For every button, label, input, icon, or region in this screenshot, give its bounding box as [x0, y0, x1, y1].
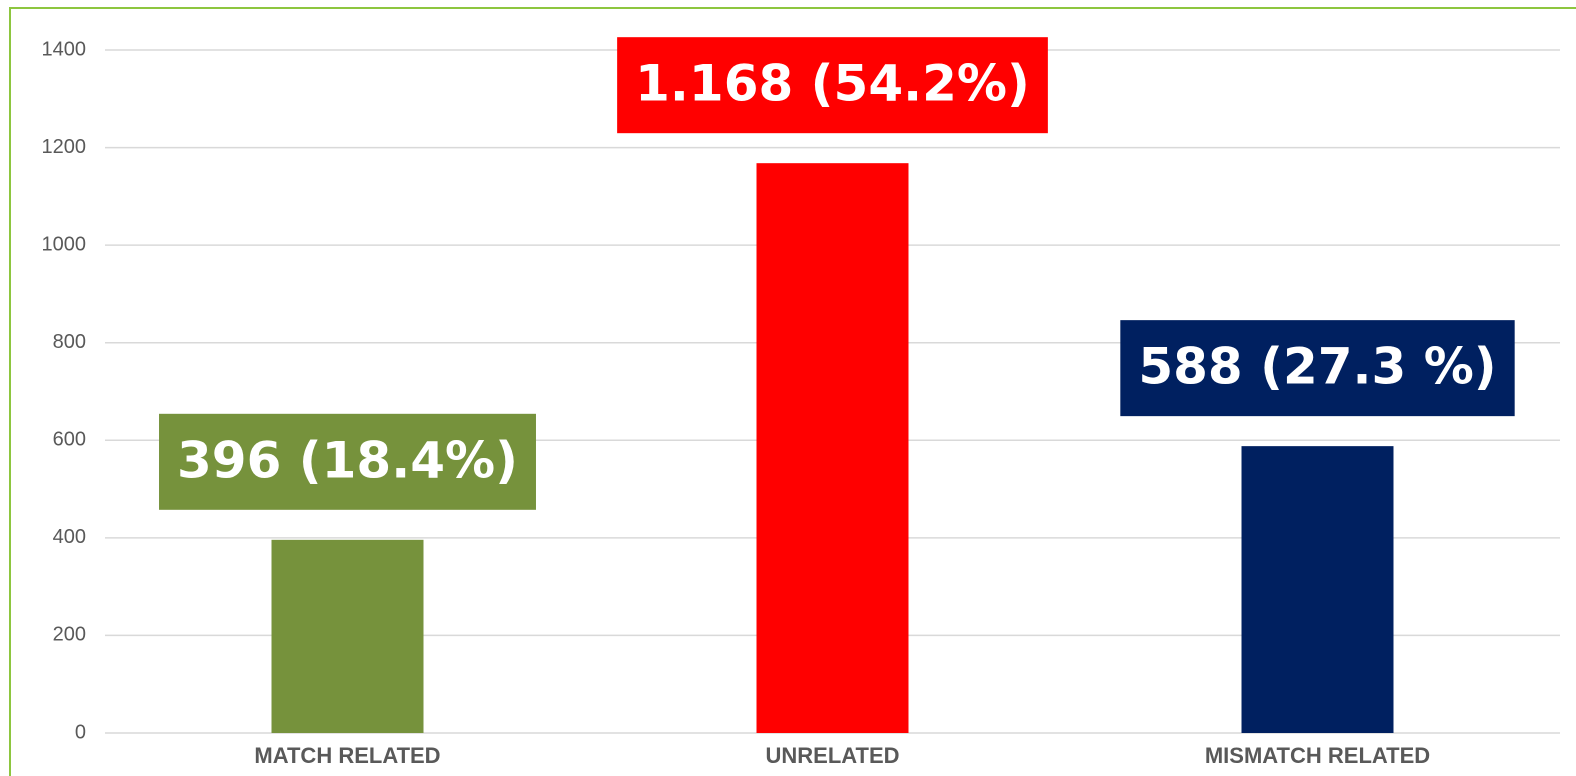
- value-label: 396 (18.4%): [177, 431, 518, 489]
- chart-border: [9, 7, 1576, 776]
- y-tick-label: 200: [53, 624, 86, 646]
- y-tick-label: 1400: [42, 38, 87, 60]
- value-label: 588 (27.3 %): [1138, 338, 1496, 396]
- value-label-box: [617, 37, 1048, 134]
- y-tick-label: 1000: [42, 233, 87, 255]
- y-tick-label: 1200: [42, 136, 87, 158]
- y-tick-label: 0: [75, 721, 86, 743]
- value-label: 1.168 (54.2%): [635, 55, 1030, 113]
- bar: [271, 539, 424, 733]
- bar: [756, 163, 909, 733]
- x-tick-label: UNRELATED: [765, 743, 899, 768]
- y-tick-label: 400: [53, 526, 86, 548]
- y-tick-label: 600: [53, 429, 86, 451]
- value-label-box: [159, 413, 536, 510]
- bar: [1241, 446, 1394, 733]
- y-tick-label: 800: [53, 331, 86, 353]
- x-tick-label: MATCH RELATED: [254, 743, 440, 768]
- x-tick-label: MISMATCH RELATED: [1205, 743, 1430, 768]
- value-label-box: [1120, 320, 1515, 417]
